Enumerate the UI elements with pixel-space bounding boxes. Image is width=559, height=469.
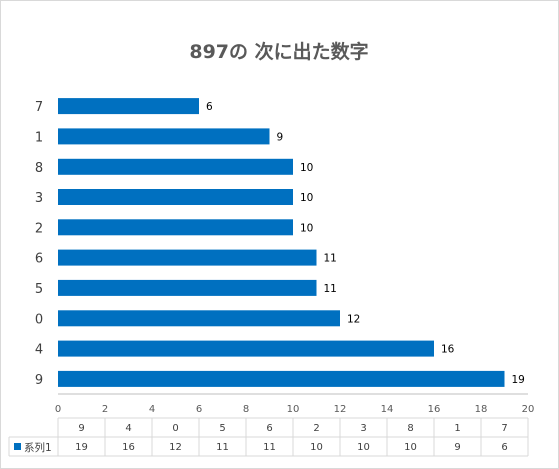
- table-header-cell: 4: [125, 423, 131, 434]
- category-label-5: 5: [35, 282, 43, 297]
- table-header-cell: 1: [454, 423, 460, 434]
- table-value-cell: 10: [357, 442, 370, 453]
- table-header-cell: 5: [219, 423, 225, 434]
- data-label-0: 12: [347, 313, 360, 325]
- data-label-6: 11: [324, 253, 337, 265]
- table-value-cell: 12: [169, 442, 182, 453]
- data-label-4: 16: [441, 344, 455, 356]
- data-label-7: 6: [206, 101, 213, 113]
- table-header-cell: 9: [78, 423, 84, 434]
- legend-series-name: 系列1: [24, 441, 52, 454]
- bar-5: [58, 279, 317, 296]
- x-tick-label: 0: [55, 404, 61, 415]
- x-tick-label: 6: [196, 404, 202, 415]
- category-label-1: 1: [35, 130, 43, 145]
- bars-layer: 9 194 160 125 116 112 103 108 101 97 6: [35, 98, 525, 388]
- x-tick-label: 8: [243, 404, 249, 415]
- table-value-cell: 6: [501, 442, 507, 453]
- category-label-6: 6: [35, 252, 43, 267]
- bar-6: [58, 249, 317, 266]
- data-label-8: 10: [300, 162, 313, 174]
- table-header-cell: 7: [501, 423, 507, 434]
- data-label-5: 11: [324, 283, 337, 295]
- category-label-2: 2: [35, 221, 43, 236]
- bar-4: [58, 340, 434, 357]
- x-tick-label: 4: [149, 404, 155, 415]
- table-value-cell: 19: [75, 442, 88, 453]
- bar-0: [58, 310, 340, 327]
- table-value-cell: 16: [122, 442, 135, 453]
- table-header-cell: 0: [172, 423, 178, 434]
- bar-3: [58, 189, 293, 205]
- bar-2: [58, 219, 293, 236]
- table-value-cell: 10: [404, 442, 417, 453]
- table-header-cell: 3: [360, 423, 366, 434]
- bar-1: [58, 128, 270, 145]
- legend-swatch: [14, 443, 21, 450]
- data-label-3: 10: [300, 192, 313, 204]
- x-tick-label: 18: [475, 404, 488, 415]
- data-label-1: 9: [277, 131, 284, 143]
- category-label-8: 8: [35, 161, 43, 176]
- chart-title: 897の 次に出た数字: [189, 40, 368, 63]
- table-value-cell: 9: [454, 442, 460, 453]
- table-value-cell: 11: [216, 442, 229, 453]
- table-value-cell: 11: [263, 442, 276, 453]
- category-label-4: 4: [35, 343, 43, 358]
- x-tick-label: 10: [287, 404, 300, 415]
- category-label-7: 7: [35, 100, 43, 115]
- x-tick-label: 20: [522, 404, 535, 415]
- bar-8: [58, 158, 293, 175]
- table-header-cell: 8: [407, 423, 413, 434]
- x-tick-label: 2: [102, 404, 108, 415]
- data-label-9: 19: [512, 374, 525, 386]
- bar-9: [58, 370, 505, 387]
- x-tick-label: 16: [428, 404, 441, 415]
- data-label-2: 10: [300, 222, 313, 234]
- category-label-0: 0: [35, 312, 43, 327]
- x-axis: 0 2 4 6 8 10 12 14 16 18 20: [55, 393, 535, 415]
- x-tick-label: 14: [381, 404, 394, 415]
- bar-7: [58, 98, 199, 115]
- table-header-cell: 2: [313, 423, 319, 434]
- x-tick-label: 12: [334, 404, 347, 415]
- category-label-9: 9: [35, 373, 43, 388]
- category-label-3: 3: [35, 191, 43, 206]
- table-value-cell: 10: [310, 442, 323, 453]
- table-header-cell: 6: [266, 423, 272, 434]
